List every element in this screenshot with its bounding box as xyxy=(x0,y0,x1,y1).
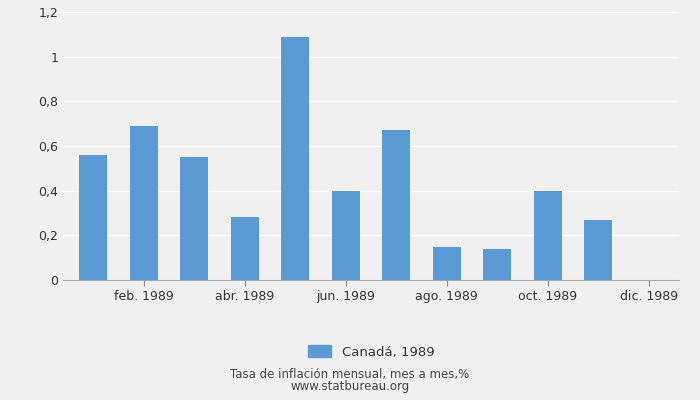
Bar xyxy=(79,155,107,280)
Bar xyxy=(181,157,208,280)
Bar xyxy=(332,191,360,280)
Bar xyxy=(231,218,259,280)
Bar xyxy=(382,130,410,280)
Bar xyxy=(281,36,309,280)
Text: Tasa de inflación mensual, mes a mes,%: Tasa de inflación mensual, mes a mes,% xyxy=(230,368,470,381)
Legend: Canadá, 1989: Canadá, 1989 xyxy=(302,340,440,364)
Bar xyxy=(534,191,561,280)
Bar xyxy=(130,126,158,280)
Bar xyxy=(483,249,511,280)
Bar xyxy=(433,246,461,280)
Text: www.statbureau.org: www.statbureau.org xyxy=(290,380,410,393)
Bar xyxy=(584,220,612,280)
